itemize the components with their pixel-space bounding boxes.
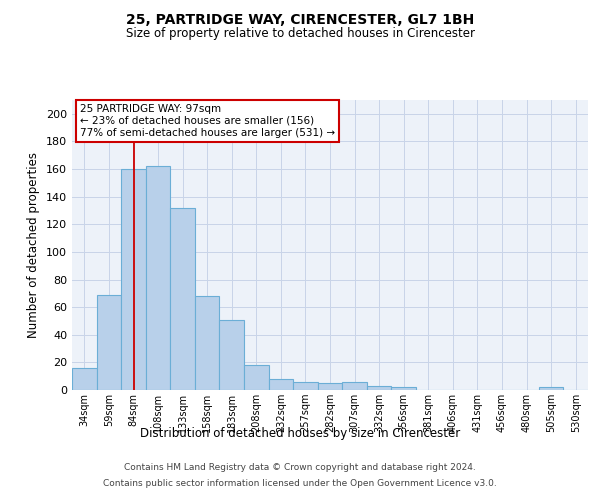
Text: 25, PARTRIDGE WAY, CIRENCESTER, GL7 1BH: 25, PARTRIDGE WAY, CIRENCESTER, GL7 1BH xyxy=(126,12,474,26)
Y-axis label: Number of detached properties: Number of detached properties xyxy=(28,152,40,338)
Bar xyxy=(269,379,293,390)
Text: 25 PARTRIDGE WAY: 97sqm
← 23% of detached houses are smaller (156)
77% of semi-d: 25 PARTRIDGE WAY: 97sqm ← 23% of detache… xyxy=(80,104,335,138)
Bar xyxy=(170,208,195,390)
Bar xyxy=(318,383,342,390)
Bar xyxy=(539,387,563,390)
Bar xyxy=(97,294,121,390)
Bar xyxy=(342,382,367,390)
Bar xyxy=(72,368,97,390)
Bar xyxy=(121,169,146,390)
Bar xyxy=(244,365,269,390)
Bar xyxy=(195,296,220,390)
Text: Contains public sector information licensed under the Open Government Licence v3: Contains public sector information licen… xyxy=(103,478,497,488)
Bar xyxy=(391,387,416,390)
Bar xyxy=(146,166,170,390)
Text: Size of property relative to detached houses in Cirencester: Size of property relative to detached ho… xyxy=(125,28,475,40)
Text: Distribution of detached houses by size in Cirencester: Distribution of detached houses by size … xyxy=(140,428,460,440)
Bar xyxy=(367,386,391,390)
Bar xyxy=(220,320,244,390)
Bar xyxy=(293,382,318,390)
Text: Contains HM Land Registry data © Crown copyright and database right 2024.: Contains HM Land Registry data © Crown c… xyxy=(124,464,476,472)
